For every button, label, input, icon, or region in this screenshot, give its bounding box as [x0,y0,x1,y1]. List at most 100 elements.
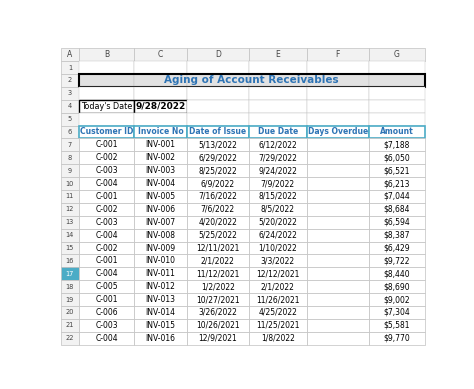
Bar [369,138,425,151]
Bar [249,164,307,177]
Text: INV-001: INV-001 [146,140,175,149]
Text: Amount: Amount [380,128,414,137]
Bar [307,229,369,242]
Text: C-001: C-001 [95,295,118,304]
Bar [369,61,425,74]
Bar [249,100,307,113]
Text: 6: 6 [68,129,72,135]
Text: 6/24/2022: 6/24/2022 [258,231,297,240]
Bar [61,138,79,151]
Bar [187,216,249,229]
Text: 1/10/2022: 1/10/2022 [258,244,297,252]
Bar [61,100,79,113]
Text: INV-005: INV-005 [146,192,175,201]
Bar [369,48,425,61]
Bar [249,254,307,267]
Text: Today's Date: Today's Date [81,102,132,111]
Bar [307,190,369,203]
Text: 2/1/2022: 2/1/2022 [261,282,295,291]
Text: 5/20/2022: 5/20/2022 [258,218,297,227]
Text: B: B [104,50,109,59]
Text: Due Date: Due Date [258,128,298,137]
Bar [369,319,425,332]
Bar [307,151,369,164]
Text: 1/8/2022: 1/8/2022 [261,334,295,343]
Text: $9,002: $9,002 [383,295,410,304]
Text: INV-013: INV-013 [146,295,175,304]
Text: 4/20/2022: 4/20/2022 [198,218,237,227]
Bar [249,190,307,203]
Text: INV-012: INV-012 [146,282,175,291]
Text: C-003: C-003 [95,166,118,175]
Bar [187,229,249,242]
Bar [61,229,79,242]
Text: 3/3/2022: 3/3/2022 [261,256,295,265]
Bar [61,203,79,216]
Text: INV-011: INV-011 [146,269,175,278]
Bar [79,203,134,216]
Text: $9,770: $9,770 [383,334,410,343]
Bar [134,203,187,216]
Bar [61,190,79,203]
Text: INV-007: INV-007 [146,218,175,227]
Bar [79,190,134,203]
Bar [79,164,134,177]
Bar [134,280,187,293]
Text: 2/1/2022: 2/1/2022 [201,256,235,265]
Bar [187,254,249,267]
Bar [369,74,425,87]
Bar [249,61,307,74]
Bar [249,293,307,306]
Text: $9,722: $9,722 [383,256,410,265]
Bar [307,319,369,332]
Text: 12/12/2021: 12/12/2021 [256,269,300,278]
Bar [61,267,79,280]
Bar [307,164,369,177]
Text: $7,044: $7,044 [383,192,410,201]
Text: $5,581: $5,581 [383,321,410,330]
Bar [61,177,79,190]
Bar [61,332,79,345]
Bar [79,138,134,151]
Bar [249,87,307,100]
Text: INV-009: INV-009 [146,244,175,252]
Text: INV-008: INV-008 [146,231,175,240]
Text: C-001: C-001 [95,256,118,265]
Bar [134,306,187,319]
Text: 10/27/2021: 10/27/2021 [196,295,239,304]
Bar [307,126,369,138]
Bar [307,87,369,100]
Bar [369,229,425,242]
Bar [307,254,369,267]
Bar [79,280,134,293]
Bar [134,177,187,190]
Bar [61,293,79,306]
Bar [134,138,187,151]
Bar [187,113,249,126]
Bar [307,332,369,345]
Text: C-001: C-001 [95,192,118,201]
Bar [187,242,249,254]
Bar [187,74,249,87]
Bar [369,254,425,267]
Bar [249,280,307,293]
Text: Customer ID: Customer ID [80,128,133,137]
Bar [249,113,307,126]
Text: $8,440: $8,440 [383,269,410,278]
Bar [249,216,307,229]
Bar [307,280,369,293]
Text: Aging of Account Receivables: Aging of Account Receivables [164,75,339,86]
Text: C-004: C-004 [95,179,118,188]
Text: C-005: C-005 [95,282,118,291]
Bar [307,74,369,87]
Bar [134,229,187,242]
Bar [61,280,79,293]
Bar [369,203,425,216]
Bar [79,126,134,138]
Bar [187,280,249,293]
Bar [369,216,425,229]
Bar [187,48,249,61]
Text: 21: 21 [66,322,74,328]
Bar [134,151,187,164]
Bar [134,164,187,177]
